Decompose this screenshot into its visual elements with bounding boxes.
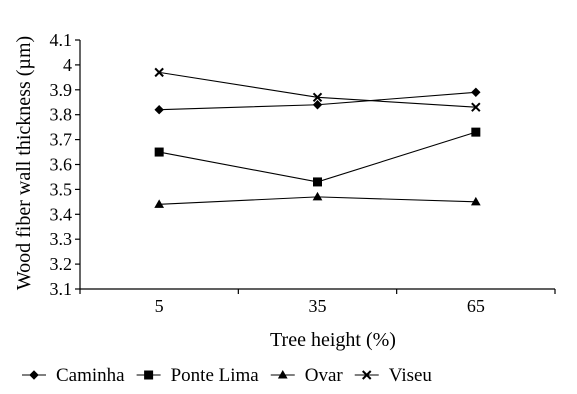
x-tick-label: 5 <box>155 296 164 316</box>
data-point-ovar <box>154 199 165 208</box>
legend-marker-ovar <box>277 369 288 379</box>
data-point-ponte-lima <box>154 147 164 157</box>
y-axis-title: Wood fiber wall thickness (µm) <box>13 36 35 290</box>
data-point-ovar <box>312 191 323 201</box>
data-point-caminha <box>312 100 323 110</box>
y-tick-label: 3.5 <box>50 179 73 199</box>
legend: Caminha Ponte Lima Ovar Viseu <box>22 365 432 386</box>
data-point-viseu <box>154 67 164 78</box>
data-point-viseu-stroke <box>154 67 164 78</box>
legend-item-ponte-lima: Ponte Lima <box>136 365 260 386</box>
data-point-caminha <box>471 87 481 97</box>
y-tick-label: 3.8 <box>50 105 73 125</box>
y-tick-label: 3.7 <box>50 130 73 150</box>
y-tick-label: 3.2 <box>50 254 73 274</box>
y-tick-label: 3.4 <box>50 204 73 224</box>
legend-item-viseu: Viseu <box>354 365 433 386</box>
series-ovar <box>154 191 481 208</box>
y-tick-label: 4.1 <box>50 30 73 50</box>
y-tick-label: 4 <box>63 55 72 75</box>
series-ponte-lima <box>154 127 481 187</box>
data-point-viseu-stroke <box>471 102 481 112</box>
legend-label-viseu: Viseu <box>389 365 433 386</box>
legend-item-caminha: Caminha <box>22 365 125 386</box>
legend-marker-viseu-stroke <box>362 370 372 380</box>
data-point-viseu-stroke <box>312 92 323 102</box>
legend-label-ponte-lima: Ponte Lima <box>171 365 260 386</box>
data-point-ovar <box>470 196 481 206</box>
y-tick-label: 3.6 <box>50 155 73 175</box>
data-point-ponte-lima <box>313 177 322 187</box>
x-tick-label: 35 <box>309 296 327 316</box>
series-viseu <box>154 67 481 112</box>
data-point-ponte-lima <box>471 127 481 137</box>
data-point-viseu <box>471 102 481 112</box>
data-point-viseu <box>312 92 323 102</box>
y-tick-label: 3.3 <box>50 229 73 249</box>
legend-marker-caminha <box>29 370 39 380</box>
y-tick-label: 3.1 <box>50 279 73 299</box>
legend-marker-ponte-lima <box>144 370 154 380</box>
x-axis-title: Tree height (%) <box>270 329 396 351</box>
plot-area <box>154 67 481 208</box>
x-tick-label: 65 <box>467 296 485 316</box>
legend-marker-viseu <box>362 370 372 380</box>
legend-label-ovar: Ovar <box>305 365 344 386</box>
y-axis: 3.1 3.2 3.3 3.4 3.5 3.6 3.7 3.8 3.9 4 4.1 <box>50 30 81 299</box>
legend-label-caminha: Caminha <box>56 365 125 386</box>
x-axis: 5 35 65 <box>79 288 556 316</box>
series-line-ponte-lima <box>159 131 476 183</box>
y-tick-label: 3.9 <box>50 80 73 100</box>
series-caminha <box>154 87 481 115</box>
data-point-caminha <box>154 105 164 115</box>
legend-item-ovar: Ovar <box>270 365 344 386</box>
